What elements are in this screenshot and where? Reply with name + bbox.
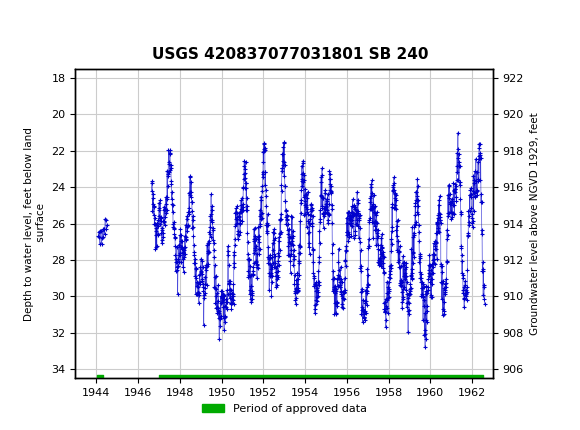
Text: USGS 420837077031801 SB 240: USGS 420837077031801 SB 240 [152,47,428,62]
Y-axis label: Groundwater level above NGVD 1929, feet: Groundwater level above NGVD 1929, feet [530,112,539,335]
Text: ▓USGS: ▓USGS [12,15,70,37]
Y-axis label: Depth to water level, feet below land
 surface: Depth to water level, feet below land su… [24,127,46,320]
Legend: Period of approved data: Period of approved data [197,399,371,418]
